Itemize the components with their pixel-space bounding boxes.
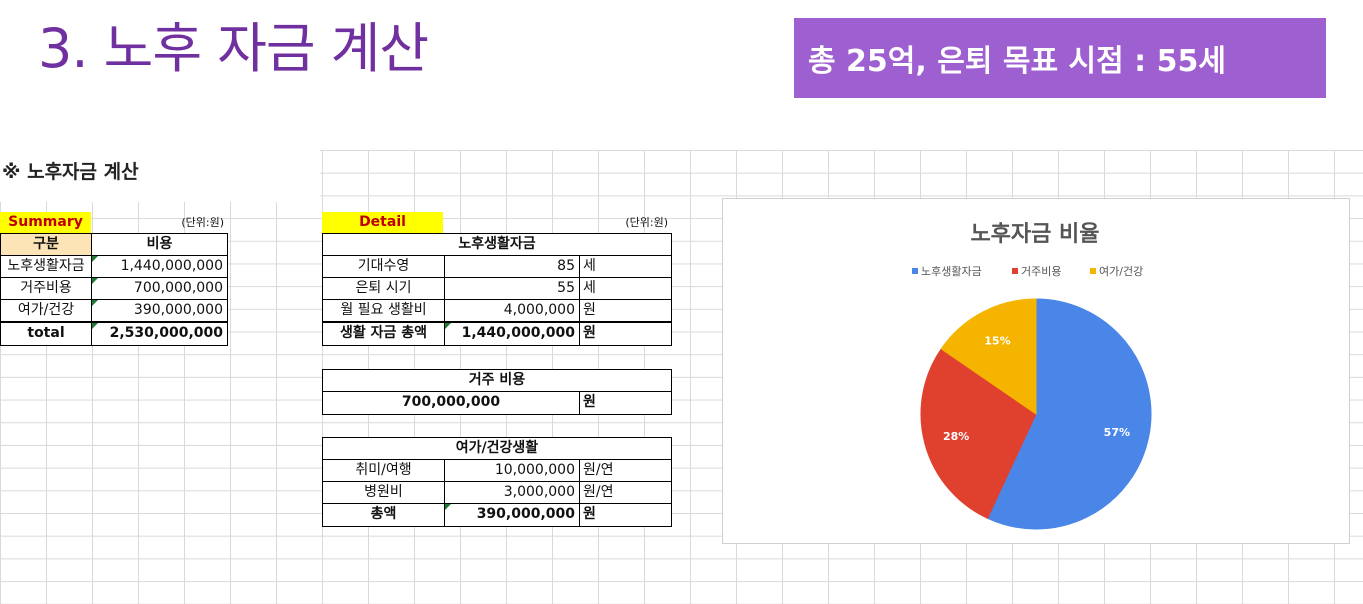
leisure-row-unit[interactable]: 원/연 [579, 481, 672, 504]
pie-slice [920, 348, 1037, 519]
legend-swatch [912, 268, 918, 274]
leisure-row-value[interactable]: 3,000,000 [444, 481, 580, 504]
summary-row-value[interactable]: 1,440,000,000 [91, 255, 228, 278]
living-fund-title[interactable]: 노후생활자금 [322, 233, 672, 256]
detail-unit-note[interactable]: (단위:원) [625, 216, 668, 229]
section-title: ※ 노후자금 계산 [2, 161, 139, 183]
living-row-value[interactable]: 85 [444, 255, 580, 278]
pie-slice-label: 57% [1104, 426, 1130, 439]
housing-unit[interactable]: 원 [579, 391, 672, 415]
pie-slice [940, 298, 1037, 415]
housing-title[interactable]: 거주 비용 [322, 369, 672, 392]
detail-label-cell[interactable]: Detail [322, 212, 443, 233]
legend-label: 거주비용 [1021, 265, 1061, 278]
leisure-row-name[interactable]: 병원비 [322, 481, 445, 504]
summary-total-value[interactable]: 2,530,000,000 [91, 322, 228, 346]
leisure-row-value[interactable]: 10,000,000 [444, 459, 580, 482]
goal-banner: 총 25억, 은퇴 목표 시점 : 55세 [794, 18, 1326, 98]
leisure-row-name[interactable]: 취미/여행 [322, 459, 445, 482]
leisure-row-unit[interactable]: 원/연 [579, 459, 672, 482]
legend-label: 여가/건강 [1099, 265, 1143, 278]
pie-slice-label: 15% [984, 335, 1010, 348]
summary-total-name[interactable]: total [0, 322, 92, 346]
summary-row-name[interactable]: 거주비용 [0, 277, 92, 300]
leisure-total-unit[interactable]: 원 [579, 503, 672, 527]
leisure-total-name[interactable]: 총액 [322, 503, 445, 527]
leisure-total-value[interactable]: 390,000,000 [444, 503, 580, 527]
leisure-title[interactable]: 여가/건강생활 [322, 437, 672, 460]
pie-slices [920, 298, 1152, 530]
legend-item: 여가/건강 [1090, 265, 1143, 278]
summary-row-name[interactable]: 여가/건강 [0, 299, 92, 322]
legend-item: 노후생활자금 [912, 264, 982, 278]
pie-slice-label: 28% [943, 430, 969, 443]
summary-row-value[interactable]: 700,000,000 [91, 277, 228, 300]
living-row-unit[interactable]: 원 [579, 299, 672, 322]
living-row-name[interactable]: 월 필요 생활비 [322, 299, 445, 322]
chart-title: 노후자금 비율 [970, 222, 1099, 247]
pie-slice [986, 298, 1152, 530]
pie-chart[interactable]: 노후자금 비율 노후생활자금 거주비용 여가/건강 57% 28% 15% [723, 199, 1349, 543]
living-total-unit[interactable]: 원 [579, 322, 672, 346]
summary-label-cell[interactable]: Summary [0, 212, 91, 233]
pie-slice-labels: 57% 28% 15% [943, 335, 1130, 443]
living-row-value[interactable]: 55 [444, 277, 580, 300]
living-row-unit[interactable]: 세 [579, 255, 672, 278]
chart-legend: 노후생활자금 거주비용 여가/건강 [912, 264, 1143, 278]
summary-unit-note[interactable]: (단위:원) [181, 216, 224, 229]
summary-row-name[interactable]: 노후생활자금 [0, 255, 92, 278]
slide-title: 3. 노후 자금 계산 [38, 17, 429, 80]
living-row-name[interactable]: 기대수영 [322, 255, 445, 278]
living-row-unit[interactable]: 세 [579, 277, 672, 300]
legend-label: 노후생활자금 [921, 264, 982, 278]
grid-cover [0, 150, 320, 202]
pie-chart-container[interactable]: 노후자금 비율 노후생활자금 거주비용 여가/건강 57% 28% 15% [722, 198, 1350, 544]
summary-row-value[interactable]: 390,000,000 [91, 299, 228, 322]
housing-value[interactable]: 700,000,000 [322, 391, 580, 415]
living-row-value[interactable]: 4,000,000 [444, 299, 580, 322]
summary-header-category[interactable]: 구분 [0, 233, 92, 256]
summary-header-cost[interactable]: 비용 [91, 233, 228, 256]
legend-swatch [1012, 268, 1018, 274]
legend-item: 거주비용 [1012, 265, 1061, 278]
legend-swatch [1090, 268, 1096, 274]
living-total-value[interactable]: 1,440,000,000 [444, 322, 580, 346]
living-total-name[interactable]: 생활 자금 총액 [322, 322, 445, 346]
living-row-name[interactable]: 은퇴 시기 [322, 277, 445, 300]
